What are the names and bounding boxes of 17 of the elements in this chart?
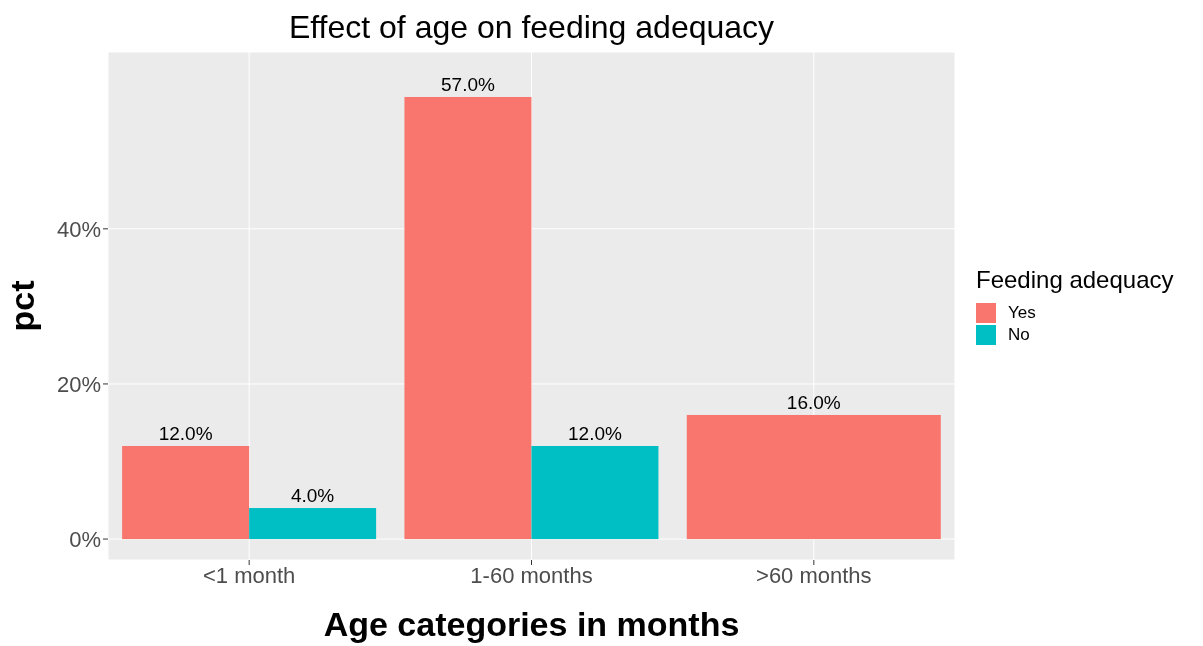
y-axis-title: pct: [3, 280, 42, 332]
legend-label: Yes: [1008, 303, 1036, 323]
data-label: 57.0%: [441, 73, 495, 95]
x-tick-label: >60 months: [756, 562, 872, 588]
data-label: 16.0%: [786, 391, 841, 413]
legend-label: No: [1008, 325, 1030, 345]
y-tick-label: 20%: [56, 371, 101, 397]
x-tick-label: <1 month: [202, 562, 296, 588]
y-tick-label: 0%: [69, 526, 101, 552]
data-label: 12.0%: [568, 422, 622, 444]
data-label: 12.0%: [158, 422, 213, 444]
x-tick-label: 1-60 months: [470, 562, 593, 588]
data-label: 4.0%: [290, 485, 335, 507]
chart-title: Effect of age on feeding adequacy: [287, 8, 776, 46]
legend-title: Feeding adequacy: [976, 266, 1174, 294]
y-tick-label: 40%: [56, 216, 101, 242]
x-axis-title: Age categories in months: [323, 605, 740, 643]
